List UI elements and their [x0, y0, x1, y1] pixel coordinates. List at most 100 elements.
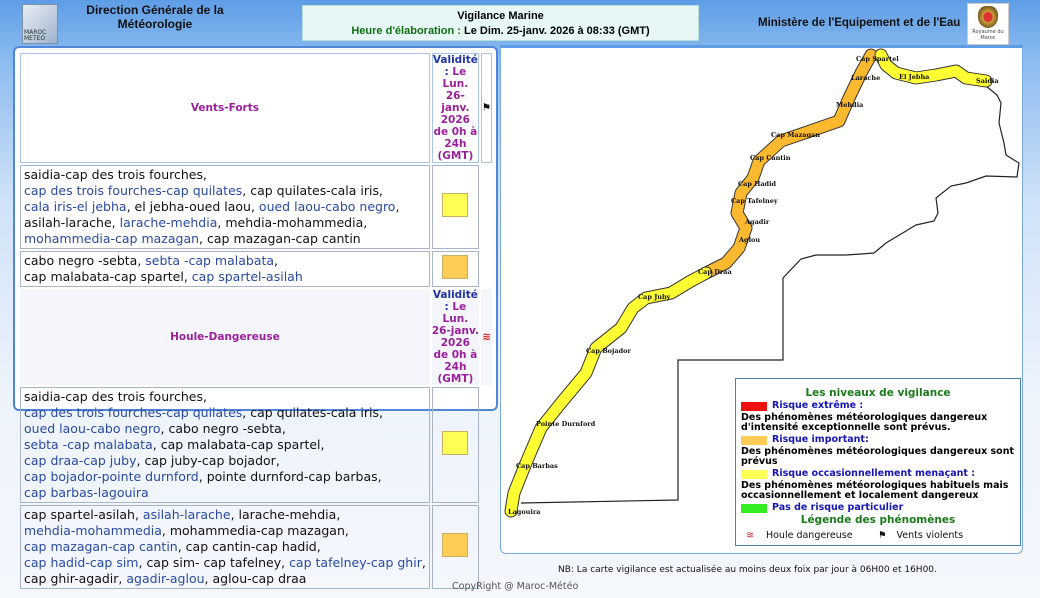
- coastline-zones: [504, 48, 993, 518]
- map-label: Cap Hadid: [738, 180, 777, 188]
- zone-link[interactable]: agadir-aglou: [126, 571, 205, 586]
- zone-name: cap juby-cap bojador: [144, 453, 276, 468]
- phenomena-legend-title: Légende des phénomènes: [800, 514, 956, 526]
- level-swatch-yellow: [442, 193, 469, 217]
- zone-name: mohammedia-cap mazagan: [169, 523, 345, 538]
- map-label: Cap Barbas: [516, 462, 558, 470]
- title-box: Vigilance Marine Heure d'élaboration : L…: [302, 5, 699, 41]
- zone-name: saidia-cap des trois fourches: [24, 389, 203, 404]
- zone-row: cap spartel-asilah, asilah-larache, lara…: [20, 505, 492, 589]
- section-validity: Validité : Le Lun. 26-janv. 2026 de 0h à…: [431, 53, 479, 163]
- zone-name: cap quilates-cala iris: [250, 405, 379, 420]
- section-name: Houle-Dangereuse: [20, 289, 430, 385]
- organization-name: Direction Générale de la Météorologie: [86, 3, 224, 31]
- zone-list: cabo negro -sebta, sebta -cap malabata, …: [20, 251, 430, 287]
- coast-zone-yellow-south: [504, 266, 713, 518]
- zone-row: cabo negro -sebta, sebta -cap malabata, …: [20, 251, 492, 287]
- zone-name: cap sim- cap tafelney: [146, 555, 282, 570]
- level-swatch-yellow: [442, 431, 469, 455]
- zone-name: pointe durnford-cap barbas: [206, 469, 378, 484]
- maroc-meteo-logo: MAROC METEO: [22, 4, 58, 44]
- wave-icon: ≋: [480, 289, 493, 385]
- level-cell: [431, 505, 479, 589]
- zone-name: mehdia-mohammedia: [225, 215, 364, 230]
- map-svg: Cap Spartel El Jebha Saidia Larache Mehdia Ca…: [504, 48, 1020, 518]
- map-label: Mehdia: [836, 101, 864, 109]
- zone-link[interactable]: mohammedia-cap mazagan: [24, 231, 200, 246]
- coast-zone-orange: [700, 49, 877, 279]
- zone-name: saidia-cap des trois fourches: [24, 167, 203, 182]
- zone-link[interactable]: cap draa-cap juby: [24, 453, 137, 468]
- wind-flag-icon: ⚑: [877, 530, 887, 541]
- zone-name: larache-mehdia: [238, 507, 337, 522]
- legend-title: Les niveaux de vigilance: [805, 387, 951, 399]
- coast-zone-orange: [699, 48, 878, 280]
- zone-link[interactable]: cap des trois fourches-cap quilates: [24, 183, 243, 198]
- ministry-name: Ministère de l'Equipement et de l'Eau: [758, 17, 961, 29]
- zone-link[interactable]: cap barbas-lagouira: [24, 485, 149, 500]
- zone-link[interactable]: cap bojador-pointe durnford: [24, 469, 199, 484]
- zone-link[interactable]: cap hadid-cap sim: [24, 555, 139, 570]
- map-label: Cap Tafelney: [731, 197, 778, 205]
- royal-crest-logo: Royaume du Maroc: [967, 3, 1009, 45]
- legend-box: Les niveaux de vigilance Risque extrême …: [735, 378, 1021, 546]
- zone-link[interactable]: oued laou-cabo negro: [258, 199, 396, 214]
- map-label: Larache: [851, 74, 880, 82]
- zone-name: aglou-cap draa: [212, 571, 307, 586]
- zone-link[interactable]: sebta -cap malabata: [24, 437, 153, 452]
- coast-zone-yellow-north: [875, 49, 992, 87]
- zone-list: saidia-cap des trois fourches, cap des t…: [20, 387, 430, 503]
- section-validity: Validité : Le Lun. 26-janv. 2026 de 0h à…: [431, 289, 479, 385]
- zone-name: cap cantin-cap hadid: [185, 539, 317, 554]
- section-header: Houle-Dangereuse Validité : Le Lun. 26-j…: [20, 289, 493, 385]
- zone-name: cap malabata-cap spartel: [24, 269, 184, 284]
- map-label: Cap Cantin: [750, 154, 791, 162]
- zone-link[interactable]: oued laou-cabo negro: [24, 421, 161, 436]
- zone-name: cap spartel-asilah: [24, 507, 135, 522]
- legend-swatch-orange: [741, 435, 767, 445]
- zone-link[interactable]: cap mazagan-cap cantin: [24, 539, 178, 554]
- map-label: Agadir: [744, 218, 770, 226]
- zone-name: cabo negro -sebta: [168, 421, 282, 436]
- zone-name: el jebha-oued laou: [134, 199, 251, 214]
- zone-row: saidia-cap des trois fourches, cap des t…: [20, 387, 492, 503]
- legend-level: Pas de risque particulier: [741, 503, 1015, 513]
- level-cell: [431, 387, 479, 503]
- copyright: CopyRight @ Maroc-Météo: [452, 581, 579, 592]
- zone-name: asilah-larache: [24, 215, 112, 230]
- section-header: Vents-Forts Validité : Le Lun. 26-janv. …: [20, 53, 493, 163]
- elaboration-time: Heure d'élaboration : Le Dim. 25-janv. 2…: [351, 25, 650, 37]
- zone-link[interactable]: cap tafelney-cap ghir: [289, 555, 422, 570]
- zone-link[interactable]: sebta -cap malabata: [145, 253, 275, 268]
- zone-link[interactable]: larache-mehdia: [119, 215, 218, 230]
- map-label: El Jebha: [899, 73, 930, 81]
- zone-name: cap mazagan-cap cantin: [207, 231, 361, 246]
- zone-link[interactable]: cala iris-el jebha: [24, 199, 127, 214]
- vigilance-table-panel: Vents-Forts Validité : Le Lun. 26-janv. …: [13, 46, 498, 589]
- zone-link[interactable]: mehdia-mohammedia: [24, 523, 162, 538]
- map-label: Cap Draa: [698, 268, 732, 276]
- zone-list: saidia-cap des trois fourches, cap des t…: [20, 165, 430, 249]
- wave-icon: ≋: [746, 530, 754, 541]
- houle-legend-label: Houle dangereuse: [765, 530, 853, 541]
- legend-swatch-yellow: [741, 469, 767, 479]
- zone-row: saidia-cap des trois fourches, cap des t…: [20, 165, 492, 249]
- zone-name: cabo negro -sebta: [24, 253, 138, 268]
- wind-flag-icon: ⚑: [480, 53, 493, 163]
- zone-name: cap ghir-agadir: [24, 571, 119, 586]
- level-swatch-orange: [442, 533, 469, 557]
- zone-link[interactable]: cap des trois fourches-cap quilates: [24, 405, 243, 420]
- vigilance-table: Vents-Forts Validité : Le Lun. 26-janv. …: [18, 51, 494, 591]
- zone-link[interactable]: cap spartel-asilah: [191, 269, 303, 284]
- map-label: Pointe Durnford: [536, 420, 596, 428]
- zone-name: cap quilates-cala iris: [250, 183, 379, 198]
- map-label: Lagouira: [508, 508, 541, 516]
- map-label: Saidia: [976, 77, 999, 85]
- legend-swatch-green: [741, 503, 767, 513]
- map-label: Cap Bojador: [586, 347, 631, 355]
- map-label: Cap Juby: [638, 293, 671, 301]
- zone-link[interactable]: asilah-larache: [142, 507, 231, 522]
- legend-level: Risque extrême :: [741, 401, 1015, 411]
- legend-swatch-red: [741, 401, 767, 411]
- update-note: NB: La carte vigilance est actualisée au…: [558, 565, 937, 575]
